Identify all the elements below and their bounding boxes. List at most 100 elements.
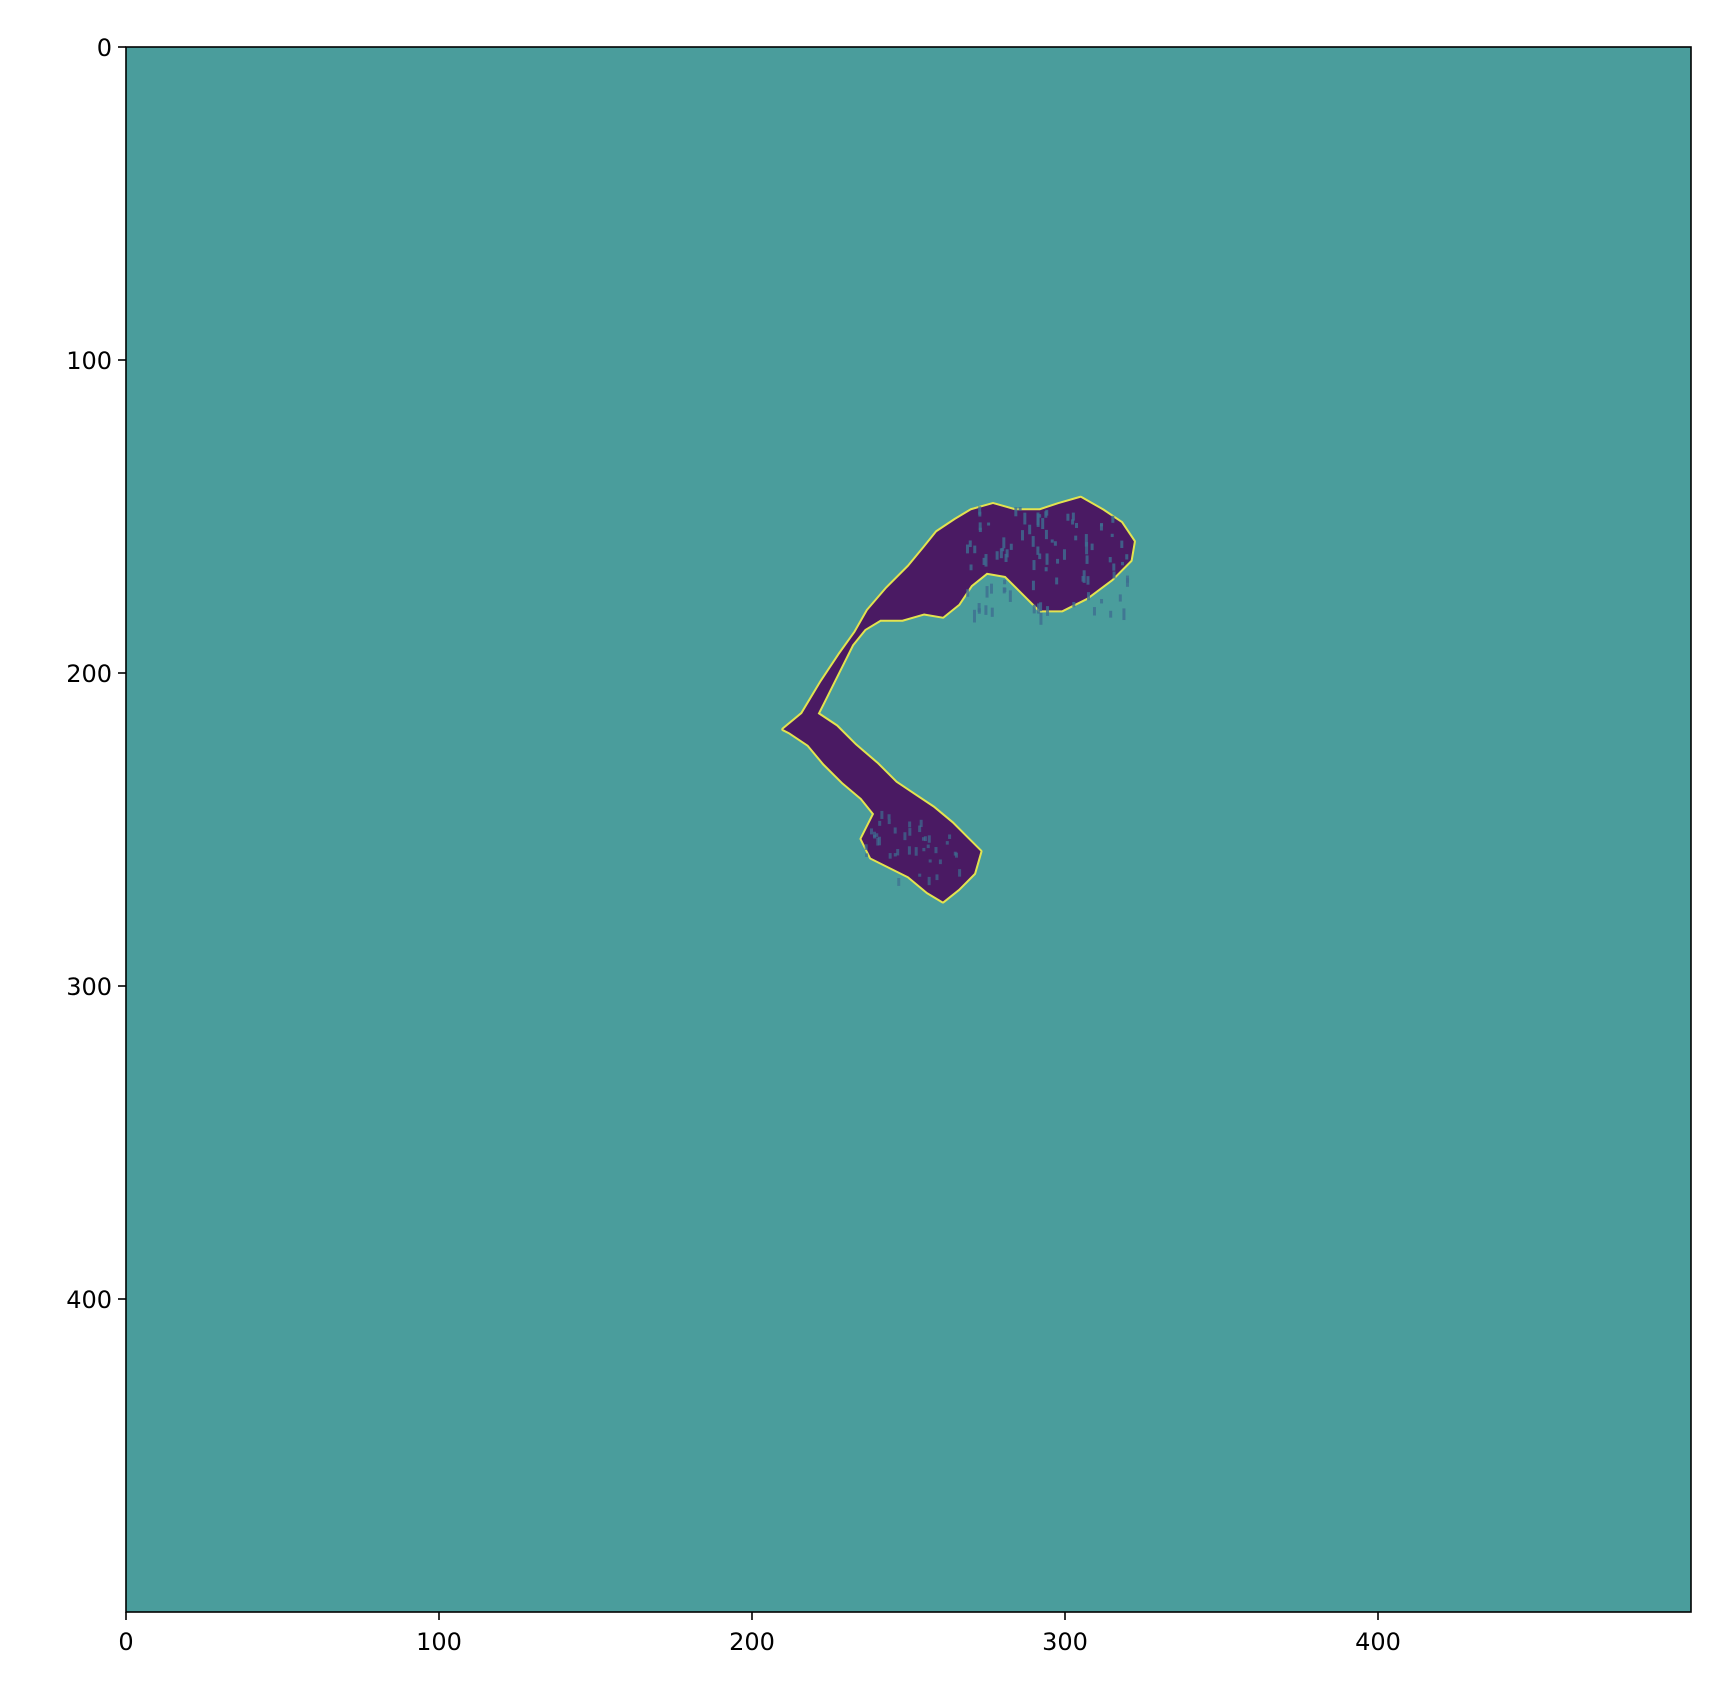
speckle-mark [1071, 512, 1075, 521]
speckle-mark [1041, 518, 1045, 530]
speckle-mark [1037, 603, 1041, 614]
axes-frame [125, 46, 1692, 1613]
speckle-mark [1053, 541, 1057, 546]
speckle-mark [934, 847, 938, 854]
speckle-mark [1036, 512, 1040, 526]
x-tick-label: 200 [729, 1628, 775, 1656]
y-tick-label: 0 [97, 34, 112, 62]
speckle-mark [1031, 580, 1035, 591]
speckle-mark [1032, 604, 1036, 614]
speckle-mark [927, 876, 931, 886]
speckle-mark [978, 506, 982, 515]
speckle-mark [1004, 553, 1008, 562]
speckle-mark [1028, 524, 1032, 535]
speckle-mark [978, 511, 982, 517]
speckle-mark [965, 544, 969, 554]
speckle-mark [945, 841, 949, 845]
speckle-mark [1118, 594, 1122, 602]
speckle-mark [978, 522, 982, 531]
speckle-mark [1120, 540, 1124, 548]
x-axis: 0 100 200 300 400 [118, 1612, 1401, 1656]
speckle-mark [973, 545, 977, 554]
speckle-mark [1014, 507, 1018, 517]
speckle-mark [1100, 598, 1104, 604]
speckle-mark [1072, 601, 1076, 608]
speckle-mark [977, 603, 981, 612]
speckle-mark [995, 551, 999, 560]
speckle-mark [1084, 534, 1088, 547]
speckle-mark [1109, 610, 1113, 618]
speckle-mark [999, 548, 1003, 559]
speckle-mark [1090, 543, 1094, 551]
speckle-mark [887, 819, 891, 825]
speckle-mark [982, 557, 986, 565]
speckle-mark [893, 827, 897, 834]
speckle-mark [927, 835, 931, 843]
speckle-mark [1125, 554, 1129, 560]
speckle-mark [935, 874, 939, 881]
speckle-mark [1085, 555, 1089, 564]
speckle-mark [1002, 537, 1006, 549]
speckle-mark [977, 608, 981, 614]
speckle-mark [1044, 567, 1048, 572]
speckle-mark [918, 873, 922, 877]
speckle-mark [987, 522, 991, 526]
speckle-mark [1062, 549, 1066, 560]
speckle-mark [1039, 612, 1043, 625]
speckle-mark [978, 527, 982, 533]
speckle-mark [1036, 546, 1040, 555]
speckle-mark [1005, 549, 1009, 558]
speckle-noise [864, 506, 1130, 886]
speckle-mark [923, 836, 927, 842]
speckle-mark [872, 831, 876, 838]
speckle-mark [1044, 529, 1048, 540]
speckle-mark [985, 586, 989, 598]
speckle-mark [1008, 590, 1012, 602]
speckle-mark [1003, 579, 1007, 585]
explored-region [783, 497, 1134, 902]
speckle-mark [918, 825, 922, 833]
x-tick-label: 100 [416, 1628, 462, 1656]
speckle-mark [1075, 522, 1079, 528]
speckle-mark [1112, 571, 1116, 579]
speckle-mark [870, 828, 874, 835]
speckle-mark [1009, 543, 1013, 550]
speckle-mark [873, 835, 877, 839]
speckle-mark [1031, 536, 1035, 547]
speckle-mark [914, 847, 918, 856]
speckle-mark [1074, 535, 1078, 541]
speckle-mark [1056, 558, 1060, 564]
speckle-mark [1110, 533, 1114, 538]
speckle-mark [1112, 563, 1116, 571]
speckle-mark [864, 844, 868, 851]
speckle-mark [876, 837, 880, 846]
speckle-mark [989, 583, 993, 594]
speckle-mark [1092, 607, 1096, 616]
speckle-mark [984, 605, 988, 615]
speckle-mark [875, 833, 879, 837]
speckle-mark [928, 859, 932, 863]
y-tick-label: 300 [66, 973, 112, 1001]
speckle-mark [922, 847, 926, 852]
x-tick-label: 0 [118, 1628, 133, 1656]
speckle-mark [1046, 606, 1050, 616]
speckle-mark [888, 853, 892, 859]
y-tick-label: 400 [66, 1286, 112, 1314]
speckle-mark [865, 853, 869, 857]
speckle-mark [1086, 576, 1090, 585]
speckle-mark [958, 869, 962, 877]
speckle-mark [1108, 557, 1112, 563]
speckle-mark [887, 814, 891, 820]
speckle-mark [948, 834, 952, 839]
speckle-mark [1039, 602, 1043, 612]
speckle-mark [908, 828, 912, 836]
speckle-mark [897, 878, 901, 886]
speckle-mark [1126, 578, 1130, 583]
speckle-mark [907, 846, 911, 855]
y-tick-label: 200 [66, 660, 112, 688]
speckle-mark [1050, 539, 1054, 543]
plot-area [125, 46, 1692, 1613]
x-tick-label: 400 [1355, 1628, 1401, 1656]
y-tick-label: 100 [66, 347, 112, 375]
